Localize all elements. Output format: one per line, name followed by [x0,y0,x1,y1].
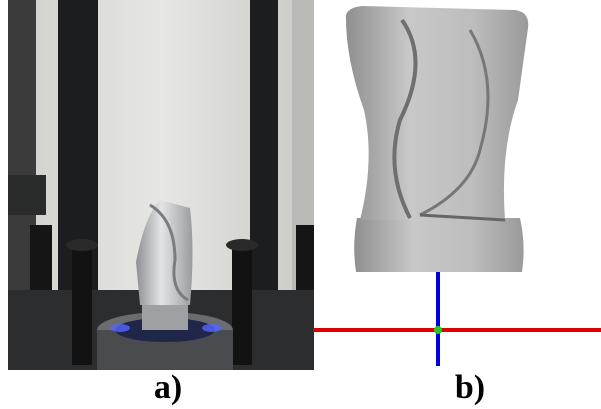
render-b [313,6,601,366]
panel-label: a) [154,369,182,406]
figure: a) b) [0,0,601,409]
panel-label: b) [455,369,485,406]
photo-a [8,0,314,370]
